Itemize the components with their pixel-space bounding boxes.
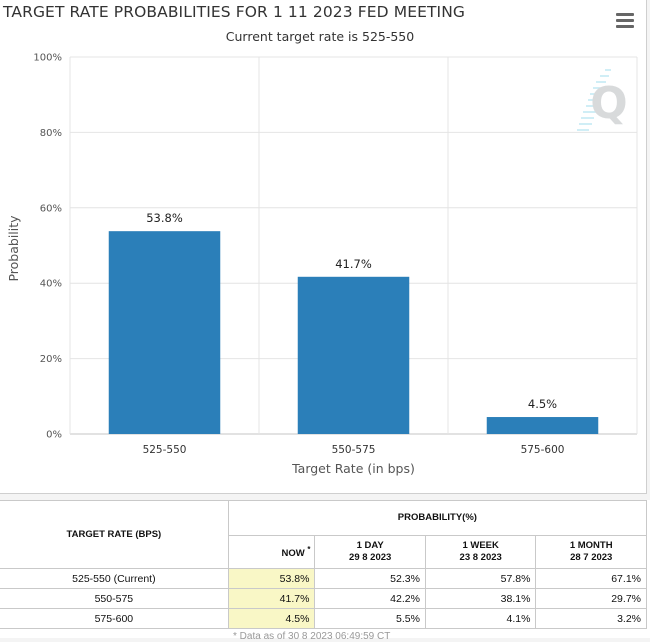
data-label: 41.7%: [335, 257, 372, 271]
y-tick-label: 40%: [40, 279, 62, 290]
target-rate-header: TARGET RATE (BPS): [0, 500, 229, 569]
bar: [297, 276, 410, 434]
now-cell: 4.5%: [227, 608, 316, 629]
footnote-marker: *: [307, 544, 311, 554]
col-header-label: NOW: [281, 547, 305, 559]
col-header-date: 23 8 2023: [459, 551, 502, 563]
col-header-date: 29 8 2023: [349, 551, 392, 563]
y-tick-label: 60%: [40, 203, 62, 214]
rate-cell: 525-550 (Current): [0, 568, 229, 589]
x-axis-label: Target Rate (in bps): [291, 461, 415, 476]
value-cell: 52.3%: [314, 568, 426, 589]
value-cell: 5.5%: [314, 608, 426, 629]
value-cell: 3.2%: [535, 608, 647, 629]
col-header-label: 1 MONTH: [569, 539, 613, 551]
q-logo-icon: Q: [577, 69, 628, 131]
table-row: 575-600 4.5% 5.5% 4.1% 3.2%: [0, 608, 647, 629]
table-row: 525-550 (Current) 53.8% 52.3% 57.8% 67.1…: [0, 568, 647, 589]
rate-cell: 550-575: [0, 588, 229, 609]
value-cell: 29.7%: [535, 588, 647, 609]
chart-title: TARGET RATE PROBABILITIES FOR 1 11 2023 …: [3, 3, 466, 21]
value-cell: 4.1%: [424, 608, 537, 629]
value-cell: 42.2%: [314, 588, 426, 609]
now-cell: 53.8%: [227, 568, 316, 589]
probability-header: PROBABILITY(%): [227, 500, 648, 536]
col-header-date: 28 7 2023: [570, 551, 613, 563]
x-tick-label: 575-600: [521, 444, 565, 456]
col-header-1-month: 1 MONTH 28 7 2023: [535, 534, 647, 569]
col-header-1-week: 1 WEEK 23 8 2023: [424, 534, 537, 569]
value-cell: 67.1%: [535, 568, 647, 589]
y-axis-label: Probability: [6, 215, 21, 282]
chart-subtitle: Current target rate is 525-550: [225, 29, 415, 44]
col-header-label: 1 WEEK: [462, 539, 499, 551]
x-tick-label: 525-550: [143, 444, 187, 456]
data-label: 53.8%: [146, 211, 183, 225]
col-header-label: 1 DAY: [356, 539, 384, 551]
hamburger-menu-icon[interactable]: [613, 10, 637, 32]
chart-panel: 0% 20% 40% 60% 80% 100% 53.8% 525-550 41.7% 550-5…: [0, 0, 647, 494]
y-tick-label: 20%: [40, 354, 62, 365]
x-tick-label: 550-575: [332, 444, 376, 456]
bar: [486, 417, 599, 434]
probability-table: TARGET RATE (BPS) PROBABILITY(%) NOW * 1…: [0, 500, 648, 629]
y-tick-label: 0%: [46, 430, 62, 441]
y-tick-label: 100%: [33, 53, 62, 64]
now-cell: 41.7%: [227, 588, 316, 609]
svg-text:Q: Q: [590, 78, 627, 129]
probability-table-panel: TARGET RATE (BPS) PROBABILITY(%) NOW * 1…: [0, 500, 650, 638]
col-header-1-day: 1 DAY 29 8 2023: [314, 534, 426, 569]
value-cell: 38.1%: [424, 588, 537, 609]
table-row: 550-575 41.7% 42.2% 38.1% 29.7%: [0, 588, 647, 609]
y-tick-label: 80%: [40, 128, 62, 139]
bar: [108, 231, 221, 434]
data-timestamp-footnote: * Data as of 30 8 2023 06:49:59 CT: [233, 631, 391, 642]
data-label: 4.5%: [528, 397, 557, 411]
rate-cell: 575-600: [0, 608, 229, 629]
col-header-now: NOW *: [227, 534, 316, 569]
bar-chart: 0% 20% 40% 60% 80% 100% 53.8% 525-550 41.7% 550-5…: [6, 53, 638, 476]
value-cell: 57.8%: [424, 568, 537, 589]
